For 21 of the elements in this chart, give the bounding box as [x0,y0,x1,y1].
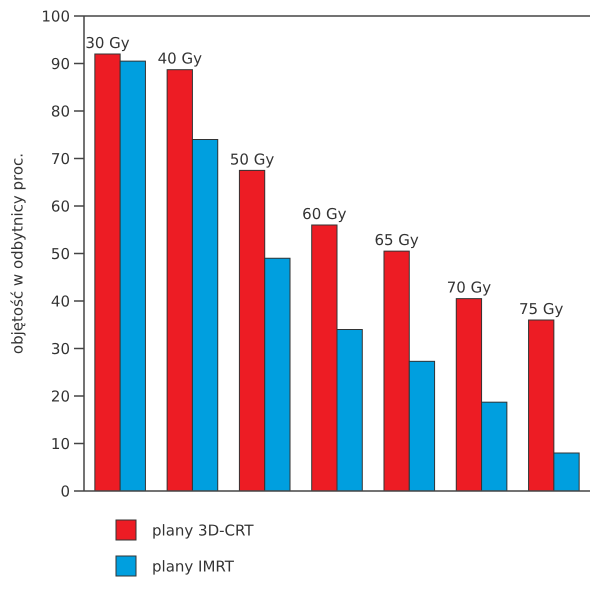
legend-label: plany 3D-CRT [152,521,254,540]
y-tick-label: 50 [50,244,70,263]
y-tick-label: 80 [50,102,70,120]
x-tick-label: 40 Gy [158,50,202,68]
y-tick-label: 20 [50,387,70,406]
y-tick-label: 0 [60,482,70,500]
x-tick-label: 60 Gy [302,205,347,223]
y-axis-title: objętość w odbytnicy proc. [8,152,26,354]
legend-label: plany IMRT [152,557,235,576]
y-tick-label: 40 [50,292,70,310]
x-tick-label: 50 Gy [230,150,274,168]
y-tick-label: 100 [41,7,70,26]
x-tick-label: 70 Gy [446,278,492,297]
y-tick-label: 60 [50,197,70,216]
y-tick-label: 70 [50,150,70,168]
x-tick-label: 30 Gy [85,34,130,52]
y-tick-label: 90 [50,54,70,73]
y-tick-label: 30 [50,340,70,358]
x-tick-label: 65 Gy [374,231,419,250]
y-tick-label: 10 [50,434,70,453]
x-tick-label: 75 Gy [519,300,564,318]
